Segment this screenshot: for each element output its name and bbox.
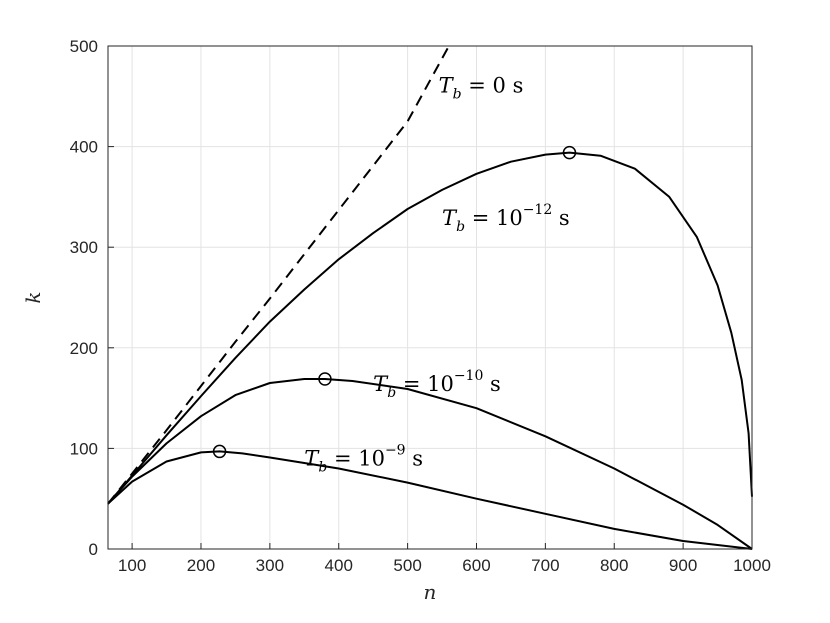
- marker-group: [212, 145, 577, 459]
- annotation-label-2: Tb = 10−12 s: [442, 202, 570, 235]
- series-line-4: [107, 450, 753, 550]
- x-tick-label: 100: [118, 556, 146, 575]
- x-tick-label: 600: [462, 556, 490, 575]
- x-tick-label: 300: [256, 556, 284, 575]
- optimum-marker-2: [318, 372, 332, 386]
- y-axis-label: k: [21, 291, 45, 303]
- x-tick-label: 200: [187, 556, 215, 575]
- x-tick-label: 400: [325, 556, 353, 575]
- series-line-1: [107, 45, 450, 505]
- y-tick-label: 100: [70, 439, 98, 458]
- tick-group: 100 200 300 400 500 600 700 800 900 1000 0 100 200 30…: [70, 37, 771, 575]
- annotation-group: Tb = 0 s Tb = 10−12 s Tb = 10−10 s Tb = 10−…: [304, 73, 569, 475]
- y-tick-label: 400: [70, 138, 98, 157]
- y-tick-label: 0: [89, 540, 98, 559]
- annotation-label-4: Tb = 10−9 s: [304, 443, 423, 476]
- optimum-marker-1: [562, 145, 577, 160]
- plot-frame: [107, 45, 753, 550]
- y-tick-label: 500: [70, 37, 98, 56]
- x-tick-label: 500: [393, 556, 421, 575]
- y-tick-label: 300: [70, 238, 98, 257]
- series-line-2: [107, 151, 753, 505]
- y-tick-label: 200: [70, 339, 98, 358]
- x-axis-label: n: [424, 580, 437, 604]
- x-tick-label: 700: [531, 556, 559, 575]
- annotation-label-3: Tb = 10−10 s: [373, 368, 501, 401]
- series-line-3: [107, 378, 753, 550]
- annotation-label-1: Tb = 0 s: [439, 73, 524, 102]
- series-group: [107, 45, 753, 550]
- x-tick-label: 1000: [733, 556, 771, 575]
- optimum-marker-3: [212, 444, 227, 459]
- x-tick-label: 800: [600, 556, 628, 575]
- x-tick-label: 900: [669, 556, 697, 575]
- grid: [108, 45, 753, 550]
